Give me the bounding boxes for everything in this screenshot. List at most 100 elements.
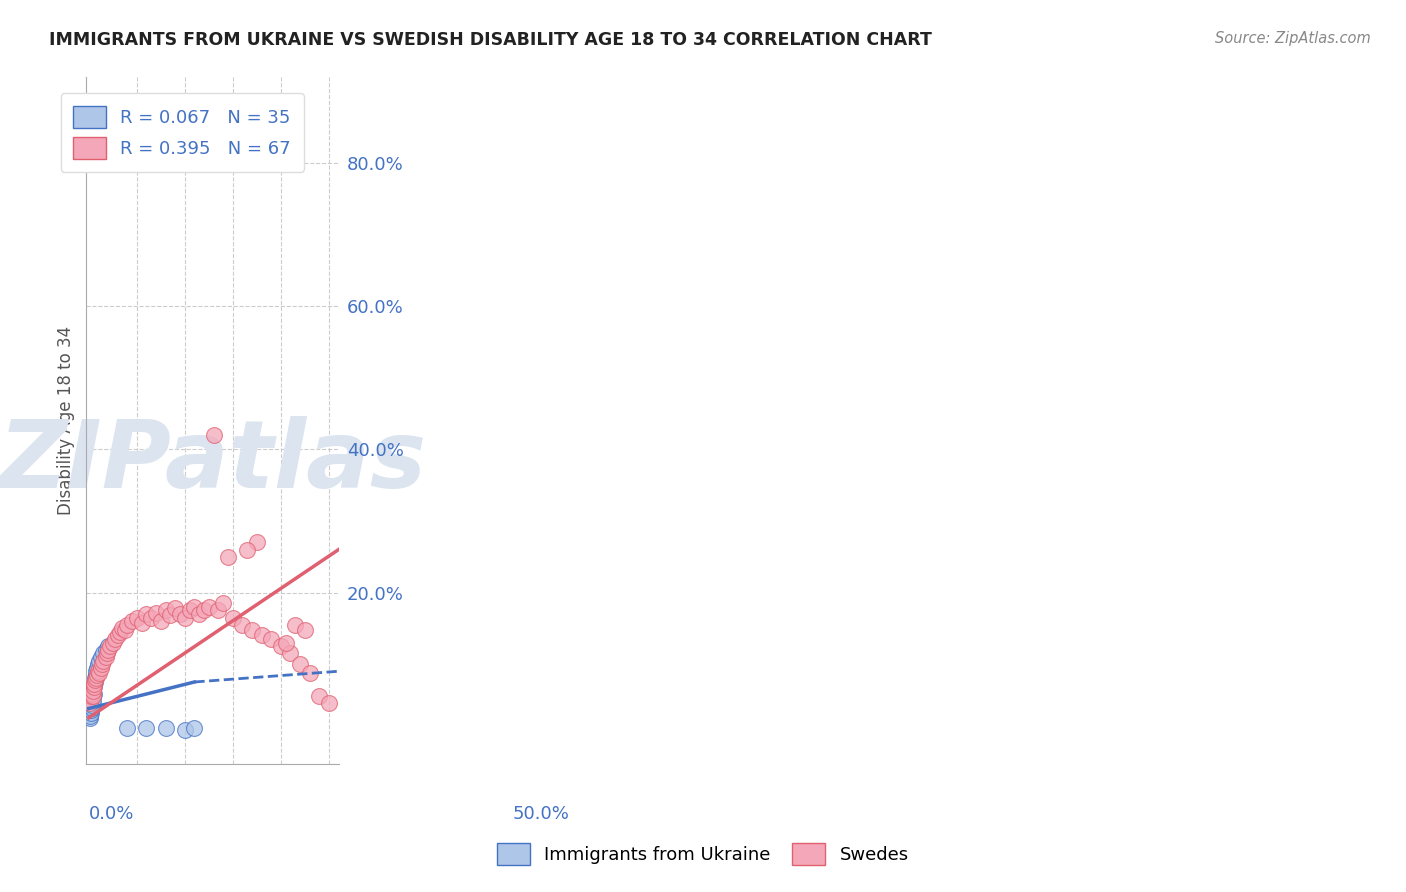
- Text: 0.0%: 0.0%: [89, 805, 134, 823]
- Point: [89, 654, 111, 668]
- Point: [79, 711, 101, 725]
- Point: [91, 654, 114, 668]
- Point: [82, 686, 104, 700]
- Point: [84, 672, 107, 686]
- Point: [79, 693, 101, 707]
- Point: [84, 672, 107, 686]
- Point: [91, 657, 114, 672]
- Point: [86, 665, 108, 679]
- Point: [89, 665, 111, 680]
- Point: [135, 722, 157, 736]
- Point: [90, 649, 112, 664]
- Text: ZIPatlas: ZIPatlas: [0, 416, 426, 508]
- Point: [274, 635, 297, 649]
- Point: [94, 642, 117, 657]
- Point: [87, 657, 110, 672]
- Point: [284, 617, 307, 632]
- Point: [82, 690, 104, 704]
- Point: [84, 673, 107, 687]
- Point: [141, 610, 163, 624]
- Point: [97, 642, 120, 657]
- Point: [82, 684, 104, 698]
- Point: [86, 661, 108, 675]
- Point: [83, 679, 105, 693]
- Point: [318, 697, 340, 711]
- Point: [260, 632, 283, 646]
- Point: [83, 677, 105, 691]
- Point: [87, 665, 110, 679]
- Point: [82, 682, 104, 697]
- Point: [125, 610, 148, 624]
- Point: [104, 632, 127, 646]
- Point: [80, 693, 103, 707]
- Point: [79, 704, 101, 718]
- Point: [111, 621, 134, 635]
- Point: [108, 624, 131, 639]
- Legend: Immigrants from Ukraine, Swedes: Immigrants from Ukraine, Swedes: [486, 832, 920, 876]
- Point: [79, 708, 101, 723]
- Point: [97, 639, 120, 653]
- Point: [145, 606, 167, 620]
- Point: [250, 628, 273, 642]
- Point: [159, 608, 181, 623]
- Point: [155, 722, 177, 736]
- Point: [165, 601, 187, 615]
- Point: [298, 665, 321, 680]
- Point: [80, 682, 103, 697]
- Text: 50.0%: 50.0%: [512, 805, 569, 823]
- Point: [193, 603, 215, 617]
- Point: [83, 687, 105, 701]
- Point: [79, 697, 101, 711]
- Point: [84, 668, 107, 682]
- Point: [94, 649, 117, 664]
- Point: [82, 679, 104, 693]
- Point: [231, 617, 253, 632]
- Point: [98, 639, 121, 653]
- Point: [80, 703, 103, 717]
- Point: [80, 697, 103, 711]
- Point: [169, 607, 191, 621]
- Point: [84, 675, 107, 690]
- Point: [288, 657, 311, 672]
- Point: [280, 646, 302, 660]
- Point: [294, 623, 316, 637]
- Y-axis label: Disability Age 18 to 34: Disability Age 18 to 34: [58, 326, 75, 516]
- Point: [179, 603, 201, 617]
- Point: [80, 686, 103, 700]
- Point: [115, 722, 138, 736]
- Point: [107, 628, 129, 642]
- Point: [155, 603, 177, 617]
- Point: [80, 698, 103, 712]
- Point: [79, 706, 101, 720]
- Point: [188, 607, 211, 621]
- Text: IMMIGRANTS FROM UKRAINE VS SWEDISH DISABILITY AGE 18 TO 34 CORRELATION CHART: IMMIGRANTS FROM UKRAINE VS SWEDISH DISAB…: [49, 31, 932, 49]
- Point: [80, 698, 103, 713]
- Point: [82, 694, 104, 708]
- Point: [217, 549, 239, 564]
- Point: [212, 596, 235, 610]
- Point: [198, 599, 221, 614]
- Point: [79, 700, 101, 714]
- Point: [77, 707, 100, 722]
- Point: [183, 722, 205, 736]
- Point: [79, 690, 101, 704]
- Point: [80, 701, 103, 715]
- Point: [80, 687, 103, 701]
- Point: [173, 723, 195, 737]
- Point: [270, 639, 292, 653]
- Legend: R = 0.067   N = 35, R = 0.395   N = 67: R = 0.067 N = 35, R = 0.395 N = 67: [60, 94, 304, 171]
- Point: [115, 617, 138, 632]
- Point: [86, 668, 108, 682]
- Point: [246, 535, 269, 549]
- Point: [82, 690, 104, 704]
- Point: [202, 428, 225, 442]
- Point: [149, 614, 172, 628]
- Point: [114, 623, 136, 637]
- Point: [90, 661, 112, 675]
- Point: [101, 635, 124, 649]
- Point: [131, 615, 153, 630]
- Point: [308, 690, 330, 704]
- Point: [96, 646, 118, 660]
- Point: [121, 614, 143, 628]
- Point: [183, 599, 205, 614]
